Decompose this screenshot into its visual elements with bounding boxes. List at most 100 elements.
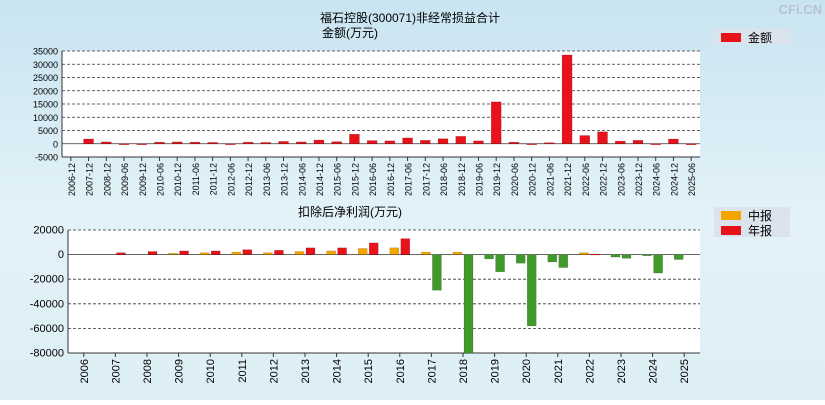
bar-金额-2022-12 bbox=[597, 131, 608, 144]
y-tick-label: 30000 bbox=[33, 60, 58, 70]
legend-label: 中报 bbox=[748, 208, 772, 223]
y-tick-label: 0 bbox=[58, 249, 64, 261]
bar-金额-2011-12 bbox=[207, 142, 218, 145]
x-tick-label: 2023-06 bbox=[616, 163, 626, 196]
bar-金额-2024-12 bbox=[668, 138, 679, 144]
x-tick-label: 2007 bbox=[110, 359, 122, 383]
bar-中报-2009 bbox=[168, 253, 178, 255]
x-tick-label: 2024-06 bbox=[652, 163, 662, 196]
x-tick-label: 2025-06 bbox=[687, 163, 697, 196]
bar-年报-2022 bbox=[590, 253, 600, 256]
x-tick-label: 2006-12 bbox=[67, 163, 77, 196]
chart1: -5000 0 5000 10000 15000 20000 25000 30000 35000… bbox=[33, 29, 790, 196]
x-tick-label: 2016-06 bbox=[368, 163, 378, 196]
bar-年报-2008 bbox=[147, 251, 158, 255]
bar-中报-2025 bbox=[673, 254, 684, 260]
bar-金额-2016-12 bbox=[384, 140, 396, 145]
x-tick-label: 2006 bbox=[79, 359, 91, 383]
bar-金额-2019-06 bbox=[473, 140, 484, 145]
bar-金额-2015-12 bbox=[349, 133, 360, 145]
bar-金额-2010-06 bbox=[154, 141, 165, 145]
x-tick-label: 2017 bbox=[426, 359, 438, 383]
y-tick-label: 5000 bbox=[38, 126, 58, 136]
bar-金额-2007-12 bbox=[83, 138, 94, 144]
x-tick-label: 2021-06 bbox=[545, 163, 555, 196]
bar-金额-2015-06 bbox=[331, 141, 342, 145]
legend-swatch bbox=[721, 211, 741, 220]
x-tick-label: 2017-12 bbox=[421, 163, 431, 196]
x-tick-label: 2024-12 bbox=[669, 163, 679, 196]
bar-中报-2014 bbox=[326, 250, 336, 255]
x-tick-label: 2012-12 bbox=[244, 163, 254, 196]
y-tick-label: -5000 bbox=[35, 153, 58, 163]
x-tick-label: 2008-12 bbox=[102, 163, 112, 196]
x-tick-label: 2024 bbox=[648, 359, 660, 383]
y-tick-label: -60000 bbox=[30, 323, 64, 335]
bar-中报-2010 bbox=[199, 252, 210, 255]
bar-年报-2016 bbox=[400, 238, 411, 255]
bar-年报-2015 bbox=[368, 242, 379, 255]
chart2: -80000 -60000 -40000 -20000 0 20000 2006 2007 20… bbox=[30, 207, 790, 383]
x-tick-label: 2010-12 bbox=[173, 163, 183, 196]
bar-年报-2024 bbox=[653, 254, 663, 274]
x-tick-label: 2016 bbox=[395, 359, 407, 383]
x-tick-label: 2018 bbox=[458, 359, 470, 383]
bar-金额-2008-12 bbox=[101, 141, 112, 145]
x-tick-label: 2010 bbox=[205, 359, 217, 383]
bar-金额-2021-06 bbox=[544, 142, 555, 145]
bar-年报-2019 bbox=[495, 254, 505, 273]
x-tick-label: 2022 bbox=[584, 359, 596, 383]
x-tick-label: 2023 bbox=[616, 359, 628, 383]
x-tick-label: 2021-12 bbox=[563, 163, 573, 196]
bar-中报-2012 bbox=[263, 252, 273, 255]
x-tick-label: 2010-06 bbox=[155, 163, 165, 196]
x-tick-label: 2013-12 bbox=[280, 163, 290, 196]
x-tick-label: 2007-12 bbox=[85, 163, 95, 196]
y-tick-label: 35000 bbox=[33, 47, 58, 57]
bar-金额-2013-12 bbox=[278, 141, 289, 145]
x-tick-label: 2014-12 bbox=[315, 163, 325, 196]
y-tick-label: 25000 bbox=[33, 73, 58, 83]
bar-年报-2018 bbox=[463, 254, 474, 354]
bar-金额-2011-06 bbox=[189, 141, 201, 145]
bar-年报-2014 bbox=[337, 247, 347, 255]
bar-金额-2016-06 bbox=[366, 140, 378, 145]
y-tick-label: 20000 bbox=[33, 225, 64, 237]
y-tick-label: 0 bbox=[53, 139, 58, 149]
chart2-title: 扣除后净利润(万元) bbox=[298, 204, 402, 219]
bar-年报-2009 bbox=[179, 250, 189, 255]
bar-金额-2023-12 bbox=[632, 140, 644, 144]
bar-金额-2023-06 bbox=[615, 140, 626, 145]
x-tick-label: 2015-12 bbox=[350, 163, 360, 196]
x-tick-label: 2019-12 bbox=[492, 163, 502, 196]
x-tick-label: 2012 bbox=[268, 359, 280, 383]
y-tick-label: -20000 bbox=[30, 274, 64, 286]
bar-金额-2010-12 bbox=[171, 141, 183, 145]
bar-中报-2016 bbox=[389, 247, 400, 255]
legend-swatch bbox=[721, 33, 741, 42]
bar-金额-2024-06 bbox=[650, 143, 661, 145]
x-tick-label: 2013 bbox=[300, 359, 312, 383]
bar-年报-2021 bbox=[558, 254, 569, 268]
x-tick-label: 2012-06 bbox=[226, 163, 236, 196]
bar-年报-2017 bbox=[432, 254, 442, 291]
bar-年报-2013 bbox=[305, 247, 316, 255]
bar-金额-2018-06 bbox=[437, 138, 449, 144]
bar-年报-2007 bbox=[116, 252, 126, 255]
x-tick-label: 2011-12 bbox=[209, 163, 219, 195]
bar-金额-2017-12 bbox=[420, 140, 431, 144]
y-tick-label: -40000 bbox=[30, 298, 64, 310]
x-tick-label: 2008 bbox=[142, 359, 154, 383]
x-tick-label: 2020-12 bbox=[528, 163, 538, 196]
x-tick-label: 2019 bbox=[490, 359, 502, 383]
x-tick-label: 2020 bbox=[521, 359, 533, 383]
x-tick-label: 2009-06 bbox=[120, 163, 130, 196]
bar-中报-2019 bbox=[484, 254, 494, 260]
x-tick-label: 2014 bbox=[332, 359, 344, 383]
bar-金额-2025-06 bbox=[685, 143, 697, 146]
x-tick-label: 2021 bbox=[553, 359, 565, 383]
watermark: CFi.CN bbox=[779, 2, 822, 17]
bar-年报-2023 bbox=[621, 254, 632, 259]
